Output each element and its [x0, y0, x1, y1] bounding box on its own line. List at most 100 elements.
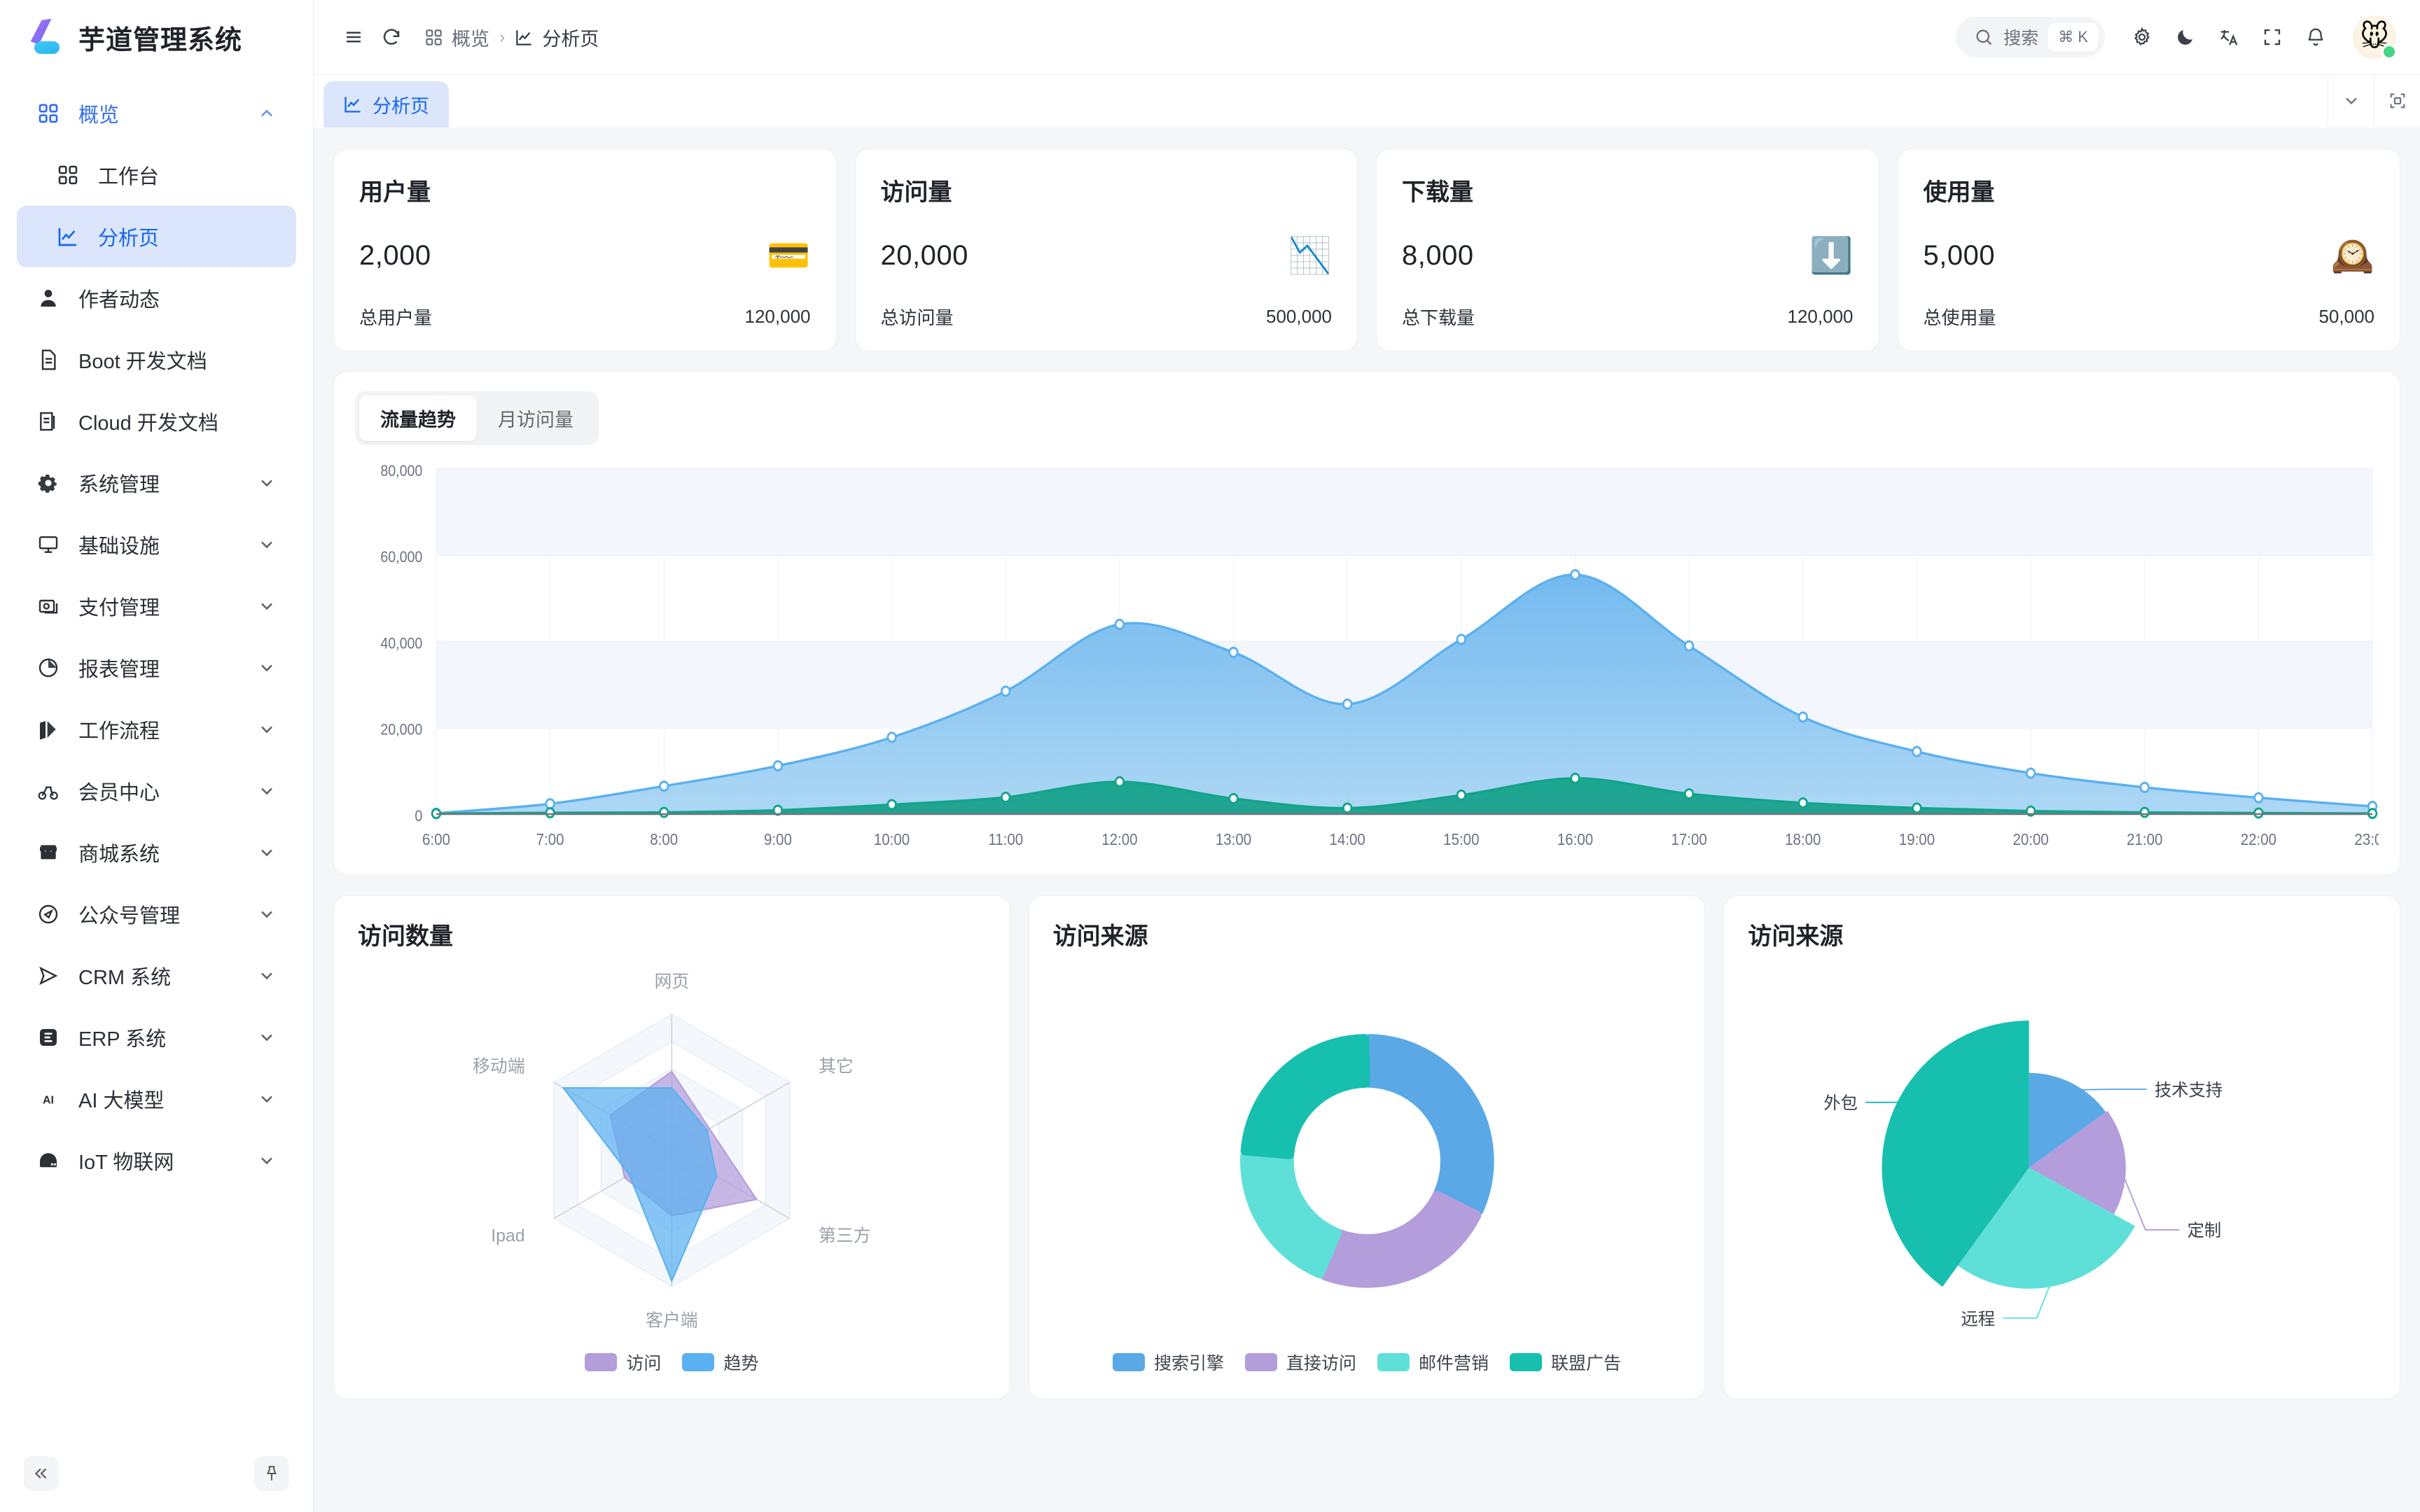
trend-area-chart: 0 20,000 40,000 60,000 80,000 6:00 7:00 8:00 9:0…	[355, 461, 2379, 860]
brand[interactable]: 芋道管理系统	[0, 0, 313, 74]
stat-foot-value: 120,000	[744, 306, 811, 327]
legend-item[interactable]: 趋势	[682, 1350, 758, 1375]
sidebar-item-member[interactable]: 会员中心	[17, 760, 296, 822]
bottom-chart-row: 访问数量 网页 其它 第三方 客户端 Ipad 移动端 访问 趋势	[333, 895, 2401, 1399]
chevron-down-icon	[257, 966, 277, 986]
sidebar-item-label: 基础设施	[78, 536, 160, 558]
sidebar-item-label: 支付管理	[78, 597, 160, 620]
sidebar-item-system[interactable]: 系统管理	[17, 452, 296, 514]
svg-text:15:00: 15:00	[1443, 830, 1479, 848]
donut-legend: 搜索引擎 直接访问 邮件营销 联盟广告	[1053, 1350, 1681, 1378]
svg-text:20:00: 20:00	[2012, 830, 2048, 848]
avatar[interactable]: 🐭	[2353, 15, 2397, 59]
legend-label: 访问	[626, 1354, 662, 1373]
trend-tab-traffic[interactable]: 流量趋势	[359, 396, 477, 441]
svg-text:9:00: 9:00	[764, 830, 792, 848]
moon-icon[interactable]	[2167, 18, 2204, 56]
translate-icon[interactable]	[2210, 18, 2248, 56]
svg-text:60,000: 60,000	[380, 549, 422, 566]
donut-card-title: 访问来源	[1052, 923, 1148, 950]
rose-pie-chart: 技术支持 定制 远程 外包	[1748, 951, 2376, 1378]
svg-text:6:00: 6:00	[422, 830, 450, 848]
sidebar-item-crm[interactable]: CRM 系统	[17, 945, 296, 1007]
sidebar-item-erp[interactable]: ERP 系统	[17, 1007, 296, 1068]
sidebar-item-infrastructure[interactable]: 基础设施	[17, 514, 296, 575]
chevron-down-icon	[257, 596, 277, 616]
chart-line-icon	[345, 97, 361, 113]
header-actions: 搜索 ⌘ K 🐭	[1956, 15, 2397, 59]
breadcrumb-label: 分析页	[542, 28, 599, 50]
svg-text:22:00: 22:00	[2241, 830, 2276, 848]
grid-icon	[426, 29, 442, 46]
pie-report-icon	[36, 656, 60, 680]
server-icon	[36, 1149, 60, 1172]
svg-text:0: 0	[415, 808, 422, 825]
fullscreen-icon[interactable]	[2253, 18, 2291, 56]
sidebar-item-analysis[interactable]: 分析页	[17, 206, 296, 267]
svg-text:AI: AI	[43, 1095, 54, 1107]
sidebar-item-label: 工作流程	[78, 720, 160, 743]
legend-item[interactable]: 联盟广告	[1510, 1350, 1621, 1375]
settings-gear-icon[interactable]	[2123, 18, 2161, 56]
search-shortcut: ⌘ K	[2048, 23, 2098, 51]
legend-item[interactable]: 直接访问	[1244, 1350, 1356, 1375]
sidebar-item-label: ERP 系统	[78, 1028, 167, 1051]
sidebar-item-payment[interactable]: 支付管理	[17, 575, 296, 637]
sidebar-item-cloud-docs[interactable]: Cloud 开发文档	[17, 391, 296, 452]
sidebar-item-boot-docs[interactable]: Boot 开发文档	[17, 329, 296, 391]
rose-pie-card-title: 访问来源	[1748, 923, 1844, 950]
legend-label: 搜索引擎	[1153, 1354, 1224, 1373]
bell-icon[interactable]	[2297, 18, 2335, 56]
sidebar-item-ai[interactable]: AI AI 大模型	[17, 1068, 296, 1130]
svg-text:7:00: 7:00	[536, 830, 564, 848]
svg-text:外包: 外包	[1824, 1094, 1858, 1113]
sidebar-item-mall[interactable]: 商城系统	[17, 822, 296, 883]
sidebar-item-iot[interactable]: IoT 物联网	[17, 1130, 296, 1191]
sidebar-item-workflow[interactable]: 工作流程	[17, 699, 296, 760]
trend-tab-monthly[interactable]: 月访问量	[498, 410, 573, 430]
refresh-icon[interactable]	[373, 18, 410, 56]
main-area: 概览 › 分析页 搜索 ⌘ K	[314, 0, 2420, 1512]
breadcrumb-item-overview[interactable]: 概览	[424, 24, 489, 51]
sidebar-menu: 概览 工作台	[0, 74, 313, 1435]
svg-text:40,000: 40,000	[380, 636, 422, 652]
gear-icon	[36, 471, 60, 495]
hamburger-icon[interactable]	[335, 18, 373, 56]
sidebar-item-workbench[interactable]: 工作台	[17, 144, 296, 206]
expand-content-icon[interactable]	[2374, 74, 2420, 127]
legend-item[interactable]: 访问	[585, 1350, 661, 1375]
breadcrumb-item-analysis[interactable]: 分析页	[515, 24, 599, 51]
search-input[interactable]: 搜索 ⌘ K	[1956, 17, 2105, 57]
stat-card-visits: 访问量 20,000 📉 总访问量 500,000	[854, 148, 1358, 351]
svg-text:20,000: 20,000	[380, 722, 422, 738]
stat-foot-label: 总下载量	[1402, 307, 1475, 328]
sidebar-item-label: 分析页	[98, 227, 160, 250]
legend-label: 联盟广告	[1551, 1354, 1622, 1373]
sidebar-item-official-account[interactable]: 公众号管理	[17, 883, 296, 945]
payment-icon	[36, 594, 60, 618]
legend-swatch	[1510, 1353, 1543, 1371]
chevron-down-icon	[257, 473, 277, 493]
tab-bar: 分析页	[314, 74, 2420, 127]
legend-item[interactable]: 邮件营销	[1377, 1350, 1489, 1375]
sidebar: 芋道管理系统 概览	[0, 0, 314, 1512]
sidebar-item-author-news[interactable]: 作者动态	[17, 267, 296, 329]
legend-item[interactable]: 搜索引擎	[1112, 1350, 1224, 1375]
collapse-sidebar-button[interactable]	[24, 1456, 59, 1491]
svg-text:14:00: 14:00	[1330, 830, 1365, 848]
stat-title: 访问量	[880, 179, 952, 206]
stat-value: 5,000	[1923, 239, 1996, 271]
sidebar-item-overview[interactable]: 概览	[17, 83, 296, 144]
legend-label: 趋势	[723, 1354, 759, 1373]
stat-foot-value: 120,000	[1787, 306, 1854, 327]
sidebar-item-report[interactable]: 报表管理	[17, 637, 296, 699]
trend-tabs: 流量趋势 月访问量	[355, 391, 599, 445]
chevron-down-icon[interactable]	[2328, 74, 2374, 127]
tab-analysis[interactable]: 分析页	[324, 81, 449, 127]
svg-text:技术支持: 技术支持	[2155, 1081, 2223, 1100]
pin-sidebar-button[interactable]	[254, 1456, 289, 1491]
legend-swatch	[585, 1353, 618, 1371]
legend-swatch	[1244, 1353, 1277, 1371]
stat-value: 20,000	[880, 239, 968, 271]
chevron-down-icon	[257, 720, 277, 739]
